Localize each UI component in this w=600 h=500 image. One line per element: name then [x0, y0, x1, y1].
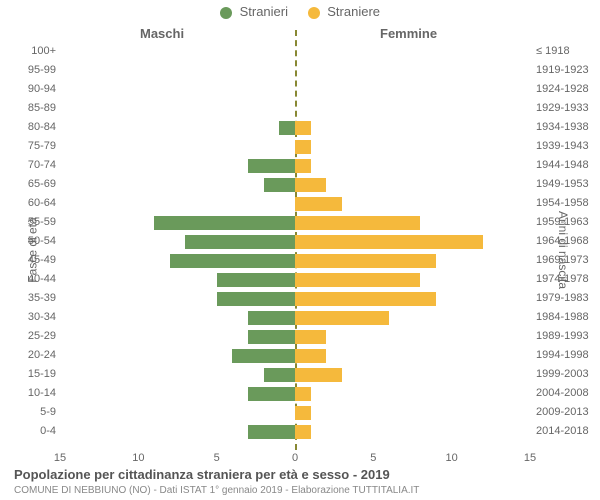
legend-female: Straniere: [308, 4, 380, 19]
bar-female: [295, 140, 311, 154]
age-label: 90-94: [12, 80, 56, 98]
bar-male: [264, 178, 295, 192]
bar-male: [279, 121, 295, 135]
x-tick-label: 15: [515, 452, 545, 464]
legend: Stranieri Straniere: [0, 4, 600, 19]
bar-male: [248, 311, 295, 325]
bar-male: [170, 254, 295, 268]
birth-year-label: 1934-1938: [536, 118, 598, 136]
age-label: 0-4: [12, 422, 56, 440]
age-label: 95-99: [12, 61, 56, 79]
bar-male: [217, 292, 295, 306]
x-tick-label: 15: [45, 452, 75, 464]
age-label: 85-89: [12, 99, 56, 117]
birth-year-label: 1954-1958: [536, 194, 598, 212]
legend-male: Stranieri: [220, 4, 288, 19]
bar-female: [295, 178, 326, 192]
bar-female: [295, 121, 311, 135]
birth-year-label: 1924-1928: [536, 80, 598, 98]
birth-year-label: 1964-1968: [536, 232, 598, 250]
bar-male: [154, 216, 295, 230]
birth-year-label: 2009-2013: [536, 403, 598, 421]
age-label: 50-54: [12, 232, 56, 250]
age-label: 5-9: [12, 403, 56, 421]
bar-female: [295, 311, 389, 325]
age-label: 75-79: [12, 137, 56, 155]
age-label: 40-44: [12, 270, 56, 288]
x-tick-label: 0: [280, 452, 310, 464]
birth-year-label: 1959-1963: [536, 213, 598, 231]
legend-female-label: Straniere: [327, 4, 380, 19]
birth-year-label: 1994-1998: [536, 346, 598, 364]
bar-male: [264, 368, 295, 382]
legend-male-swatch: [220, 7, 232, 19]
bar-female: [295, 330, 326, 344]
age-label: 20-24: [12, 346, 56, 364]
bar-female: [295, 159, 311, 173]
birth-year-label: ≤ 1918: [536, 42, 598, 60]
bar-male: [248, 159, 295, 173]
bar-male: [232, 349, 295, 363]
birth-year-label: 1929-1933: [536, 99, 598, 117]
bar-female: [295, 273, 420, 287]
birth-year-label: 1974-1978: [536, 270, 598, 288]
bar-female: [295, 368, 342, 382]
age-label: 45-49: [12, 251, 56, 269]
bar-female: [295, 197, 342, 211]
bar-female: [295, 292, 436, 306]
birth-year-label: 1919-1923: [536, 61, 598, 79]
age-label: 80-84: [12, 118, 56, 136]
bar-female: [295, 349, 326, 363]
age-label: 60-64: [12, 194, 56, 212]
birth-year-label: 1949-1953: [536, 175, 598, 193]
bar-female: [295, 406, 311, 420]
age-label: 25-29: [12, 327, 56, 345]
age-label: 10-14: [12, 384, 56, 402]
age-label: 100+: [12, 42, 56, 60]
birth-year-label: 1989-1993: [536, 327, 598, 345]
age-label: 55-59: [12, 213, 56, 231]
age-label: 35-39: [12, 289, 56, 307]
birth-year-label: 1939-1943: [536, 137, 598, 155]
plot-area: [60, 30, 530, 450]
bar-female: [295, 387, 311, 401]
age-label: 15-19: [12, 365, 56, 383]
chart-subtitle: COMUNE DI NEBBIUNO (NO) - Dati ISTAT 1° …: [14, 485, 419, 496]
bar-male: [248, 387, 295, 401]
birth-year-label: 1979-1983: [536, 289, 598, 307]
bar-female: [295, 216, 420, 230]
legend-male-label: Stranieri: [240, 4, 288, 19]
x-tick-label: 10: [123, 452, 153, 464]
birth-year-label: 1984-1988: [536, 308, 598, 326]
bar-male: [217, 273, 295, 287]
birth-year-label: 1969-1973: [536, 251, 598, 269]
birth-year-label: 2014-2018: [536, 422, 598, 440]
bar-female: [295, 254, 436, 268]
population-pyramid-chart: Stranieri Straniere Maschi Femmine Fasce…: [0, 0, 600, 500]
birth-year-label: 1999-2003: [536, 365, 598, 383]
age-label: 70-74: [12, 156, 56, 174]
bar-male: [248, 425, 295, 439]
bar-male: [185, 235, 295, 249]
bar-male: [248, 330, 295, 344]
bar-female: [295, 425, 311, 439]
x-tick-label: 5: [202, 452, 232, 464]
bar-female: [295, 235, 483, 249]
legend-female-swatch: [308, 7, 320, 19]
birth-year-label: 1944-1948: [536, 156, 598, 174]
x-tick-label: 5: [358, 452, 388, 464]
x-tick-label: 10: [437, 452, 467, 464]
chart-title: Popolazione per cittadinanza straniera p…: [14, 467, 390, 482]
age-label: 30-34: [12, 308, 56, 326]
age-label: 65-69: [12, 175, 56, 193]
birth-year-label: 2004-2008: [536, 384, 598, 402]
